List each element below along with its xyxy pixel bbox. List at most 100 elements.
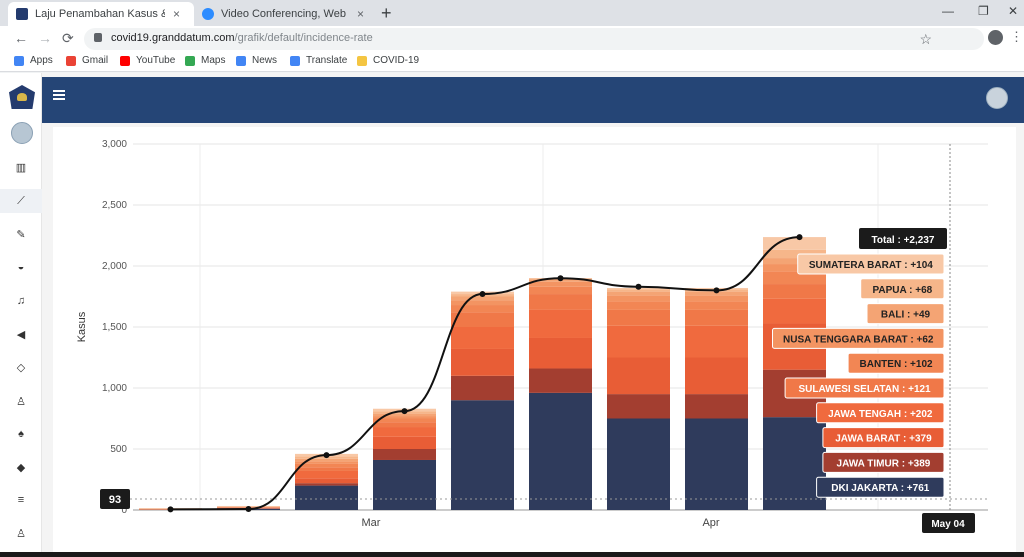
bar-segment[interactable] [373, 449, 436, 460]
close-window-button[interactable]: ✕ [1008, 4, 1018, 18]
bar-segment[interactable] [685, 394, 748, 418]
bar-segment[interactable] [529, 393, 592, 510]
bar-segment[interactable] [529, 294, 592, 310]
bar-segment[interactable] [295, 467, 358, 471]
bar-segment[interactable] [529, 287, 592, 294]
forward-button[interactable]: → [38, 30, 52, 46]
bar-segment[interactable] [373, 460, 436, 510]
dropbox-icon[interactable]: ◆ [0, 455, 42, 479]
y-tick-label: 2,000 [102, 261, 127, 272]
y-tick-label: 1,500 [102, 322, 127, 333]
bar-segment[interactable] [607, 358, 670, 395]
bookmark-news[interactable]: News [236, 55, 277, 66]
new-tab-button[interactable]: + [381, 3, 392, 24]
bar-segment[interactable] [451, 376, 514, 400]
bar-segment[interactable] [607, 301, 670, 310]
bookmark-gmail[interactable]: Gmail [66, 55, 108, 66]
bar-segment[interactable] [373, 437, 436, 449]
bar-segment[interactable] [685, 358, 748, 395]
user-icon[interactable]: ♙ [0, 389, 42, 413]
bookmark-covid19-folder[interactable]: COVID-19 [357, 55, 419, 66]
total-point[interactable] [558, 275, 564, 281]
profile-icon[interactable] [988, 30, 1003, 45]
bar-segment[interactable] [607, 310, 670, 326]
bar-segment[interactable] [607, 419, 670, 511]
total-point[interactable] [797, 234, 803, 240]
bar-segment[interactable] [373, 427, 436, 437]
folder-icon [357, 56, 367, 66]
tooltip-item-label: SUMATERA BARAT : +104 [809, 260, 933, 271]
bar-segment[interactable] [295, 471, 358, 478]
total-point[interactable] [168, 506, 174, 512]
back-button[interactable]: ← [14, 30, 28, 46]
bar-segment[interactable] [607, 394, 670, 418]
bar-segment[interactable] [451, 327, 514, 349]
bar-segment[interactable] [685, 301, 748, 310]
total-point[interactable] [324, 452, 330, 458]
bar-segment[interactable] [295, 483, 358, 485]
diamond-icon[interactable]: ◇ [0, 355, 42, 379]
android-icon[interactable]: ♠ [0, 422, 42, 446]
bar-segment[interactable] [763, 299, 826, 324]
bar-segment[interactable] [529, 338, 592, 369]
tab-video-conferencing[interactable]: Video Conferencing, Web Conferencing × [194, 2, 374, 26]
bar-segment[interactable] [763, 284, 826, 299]
bookmark-translate[interactable]: Translate [290, 55, 347, 66]
bar-segment[interactable] [295, 459, 358, 461]
bar-segment[interactable] [607, 292, 670, 296]
bar-segment[interactable] [451, 400, 514, 510]
restore-button[interactable]: ❐ [978, 4, 989, 18]
bookmark-youtube[interactable]: YouTube [120, 55, 175, 66]
bar-segment[interactable] [529, 310, 592, 338]
bar-segment[interactable] [529, 282, 592, 287]
bar-segment[interactable] [451, 300, 514, 305]
bar-segment[interactable] [451, 349, 514, 376]
reload-button[interactable]: ⟳ [62, 30, 74, 47]
total-point[interactable] [246, 506, 252, 512]
bar-segment[interactable] [373, 419, 436, 423]
total-point[interactable] [480, 291, 486, 297]
bar-segment[interactable] [685, 419, 748, 511]
bar-segment[interactable] [295, 486, 358, 510]
bar-segment[interactable] [685, 310, 748, 326]
bar-segment[interactable] [295, 464, 358, 468]
bar-segment[interactable] [607, 326, 670, 358]
megaphone-icon[interactable]: ◀ [0, 322, 42, 346]
hamburger-menu-icon[interactable] [53, 90, 65, 100]
user-avatar[interactable] [986, 87, 1008, 109]
tooltip-item-label: JAWA TENGAH : +202 [828, 409, 933, 420]
user-outline-icon[interactable]: ♙ [0, 521, 42, 545]
avatar[interactable] [11, 122, 33, 144]
bar-segment[interactable] [451, 312, 514, 327]
menu-kebab-icon[interactable]: ⋮ [1010, 29, 1023, 45]
pencil-icon[interactable]: ✎ [0, 222, 42, 246]
chart-line-icon[interactable]: ⟋ [0, 189, 42, 213]
total-point[interactable] [402, 408, 408, 414]
bell-icon[interactable]: ♫ [0, 289, 42, 313]
bar-segment[interactable] [607, 295, 670, 301]
browser-toolbar: ← → ⟳ covid19.granddatum.com/grafik/defa… [0, 26, 1024, 52]
bookmark-maps[interactable]: Maps [185, 55, 225, 66]
bookmark-apps[interactable]: Apps [14, 55, 53, 66]
news-icon [236, 56, 246, 66]
sidebar: ▥ ⟋ ✎ ◒ ♫ ◀ ◇ ♙ ♠ ◆ ≡ ♙ [0, 73, 42, 552]
bar-segment[interactable] [685, 295, 748, 301]
minimize-button[interactable]: — [942, 4, 954, 18]
map-icon[interactable]: ▥ [0, 155, 42, 179]
bar-segment[interactable] [529, 368, 592, 392]
close-icon[interactable]: × [173, 7, 180, 21]
database-icon[interactable]: ≡ [0, 488, 42, 512]
bar-segment[interactable] [295, 478, 358, 483]
address-bar[interactable]: covid19.granddatum.com/grafik/default/in… [84, 28, 984, 50]
total-point[interactable] [714, 287, 720, 293]
y-tick-label: 2,500 [102, 200, 127, 211]
bar-segment[interactable] [685, 326, 748, 358]
gauge-icon[interactable]: ◒ [0, 255, 42, 279]
total-point[interactable] [636, 284, 642, 290]
close-icon[interactable]: × [357, 7, 364, 21]
bookmark-star-icon[interactable]: ☆ [919, 31, 932, 48]
bar-segment[interactable] [373, 422, 436, 427]
tab-incidence[interactable]: Laju Penambahan Kasus & Insidensi × [8, 2, 194, 26]
